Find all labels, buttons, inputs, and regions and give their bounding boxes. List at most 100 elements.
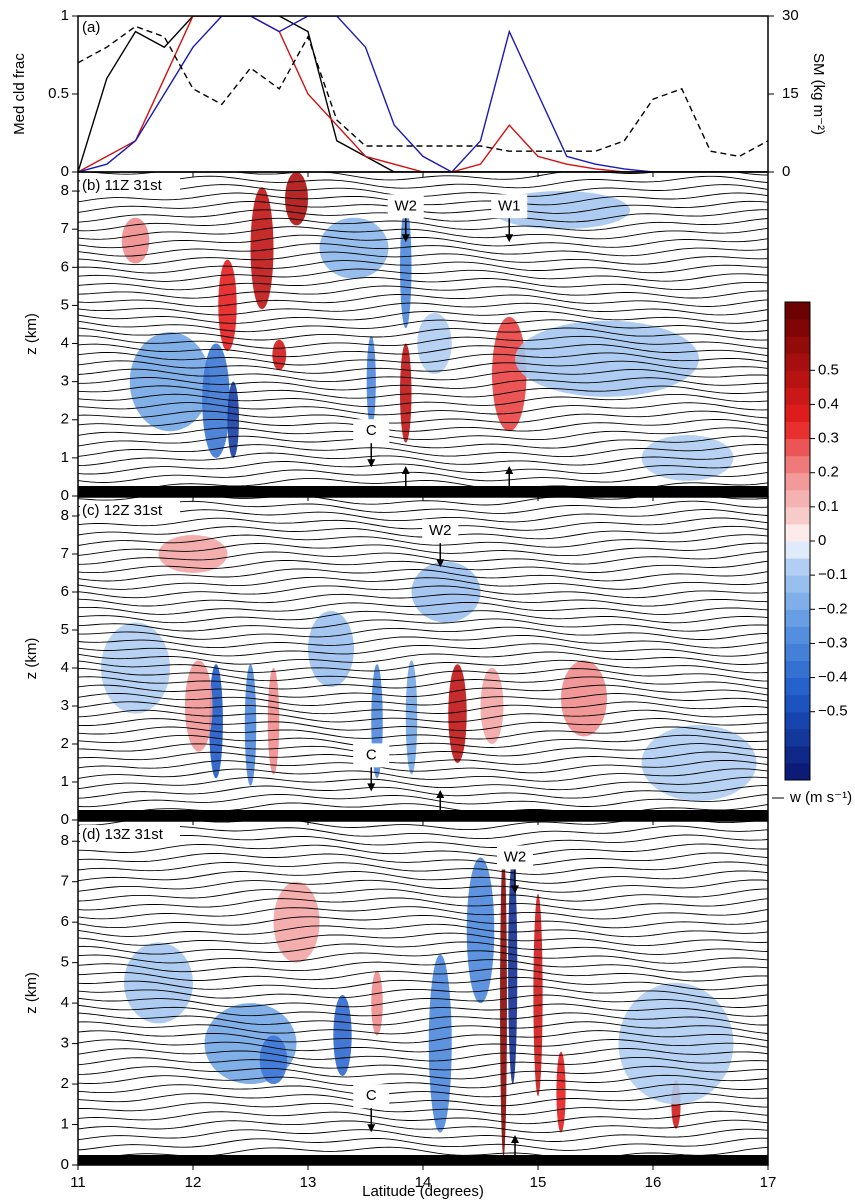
shading	[556, 1051, 566, 1133]
y-axis-label: Med cld frac	[11, 53, 28, 135]
colorbar-step	[785, 745, 810, 764]
y-axis-label: z (km)	[23, 972, 40, 1014]
colorbar-step	[785, 694, 810, 713]
colorbar-step	[785, 541, 810, 559]
contour	[78, 759, 768, 774]
y-tick-label: 2	[61, 411, 69, 428]
shading	[508, 857, 518, 1085]
title-box	[80, 176, 180, 196]
colorbar-tick-label: 0.3	[818, 430, 839, 447]
contour	[78, 402, 768, 416]
contour	[78, 852, 768, 866]
contour	[78, 743, 768, 757]
y-tick-label: 0	[61, 163, 69, 180]
shading	[641, 435, 734, 481]
surface	[78, 810, 768, 820]
contour	[78, 932, 768, 947]
shading	[366, 335, 376, 428]
contour	[78, 1137, 768, 1151]
colorbar-step	[785, 387, 810, 405]
contour	[78, 785, 768, 799]
shading	[209, 664, 223, 779]
panel-title: (b) 11Z 31st	[82, 177, 163, 194]
contour	[78, 879, 768, 893]
contour	[78, 452, 768, 467]
contour	[78, 1030, 768, 1044]
y2-tick-label: 30	[782, 7, 799, 24]
y-tick-label: 0	[61, 1156, 69, 1173]
annotation: W2	[504, 848, 527, 865]
colorbar-step	[785, 643, 810, 661]
shading	[121, 217, 150, 264]
colorbar-step	[785, 523, 810, 542]
contour	[78, 435, 768, 449]
x-tick-label: 11	[70, 1174, 86, 1191]
contour	[78, 897, 768, 911]
plot-area	[78, 172, 768, 496]
annotation-box	[422, 519, 459, 544]
shading	[308, 611, 354, 687]
colorbar-step	[785, 438, 810, 457]
annotation: C	[366, 1087, 377, 1104]
contour	[78, 1128, 768, 1142]
contour	[78, 923, 768, 938]
contour	[78, 585, 768, 599]
x-tick-label: 13	[300, 1174, 317, 1191]
contour	[78, 1048, 768, 1062]
shading	[244, 664, 257, 786]
annotation-box	[353, 419, 390, 444]
shading	[184, 660, 213, 752]
y-tick-label: 5	[61, 954, 69, 971]
y-axis-label: z (km)	[23, 638, 40, 680]
annotation-box	[353, 743, 390, 768]
y-tick-label: 1	[61, 773, 69, 790]
colorbar-label: w (m s⁻¹)	[789, 789, 852, 806]
contour	[78, 768, 768, 782]
shading	[561, 660, 607, 737]
y-tick-label: 1	[61, 1115, 69, 1132]
contour	[78, 1119, 768, 1134]
y-tick-label: 0.5	[48, 85, 69, 102]
y-tick-label: 4	[61, 994, 69, 1011]
contour	[78, 976, 768, 991]
y-tick-label: 1	[61, 7, 69, 24]
shading	[480, 668, 504, 744]
colorbar-step	[785, 353, 810, 371]
shading	[158, 535, 228, 573]
contour	[78, 794, 768, 808]
contour	[78, 870, 768, 884]
annotation: W2	[395, 197, 418, 214]
contour	[78, 568, 768, 582]
contour	[78, 1101, 768, 1116]
contour	[78, 427, 768, 441]
shading	[400, 206, 412, 329]
panel-title: (d) 13Z 31st	[82, 826, 164, 843]
colorbar-step	[785, 762, 810, 781]
shading	[129, 332, 211, 432]
colorbar-tick-label: −0.2	[818, 600, 848, 617]
arrow-head	[505, 234, 514, 243]
contour	[78, 651, 768, 665]
contour	[78, 243, 768, 257]
shading	[267, 668, 280, 775]
contour	[78, 634, 768, 649]
contour	[78, 352, 768, 366]
y-tick-label: 7	[61, 220, 69, 237]
colorbar-tick-label: −0.4	[818, 669, 848, 686]
y-tick-label: 5	[61, 296, 69, 313]
contour	[78, 319, 768, 333]
contour	[78, 1021, 768, 1035]
contour	[78, 294, 768, 308]
colorbar-step	[785, 592, 810, 610]
contour	[78, 1056, 768, 1071]
y-tick-label: 5	[61, 621, 69, 638]
annotation-box	[497, 845, 533, 870]
contour	[78, 542, 768, 557]
y-tick-label: 4	[61, 334, 69, 351]
contour	[78, 701, 768, 715]
colorbar-step	[785, 626, 810, 644]
contour	[78, 410, 768, 424]
y-tick-label: 3	[61, 1035, 69, 1052]
shading	[405, 660, 418, 775]
contour	[78, 1110, 768, 1125]
